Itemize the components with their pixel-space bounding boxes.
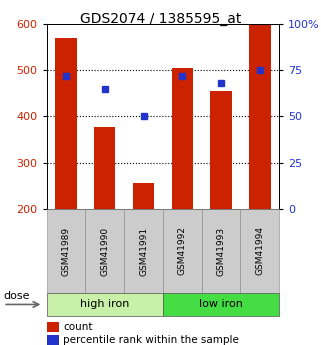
Text: GDS2074 / 1385595_at: GDS2074 / 1385595_at [80,12,241,26]
Bar [55,38,77,209]
Text: GSM41994: GSM41994 [256,226,265,276]
Bar [133,183,154,209]
Text: GSM41991: GSM41991 [139,226,148,276]
Text: GSM41992: GSM41992 [178,226,187,276]
Text: GSM41990: GSM41990 [100,226,109,276]
Text: GSM41989: GSM41989 [61,226,70,276]
Text: count: count [63,322,93,332]
Text: percentile rank within the sample: percentile rank within the sample [63,335,239,345]
Text: low iron: low iron [199,299,243,309]
Bar [249,24,271,209]
Text: dose: dose [3,291,30,301]
Bar [94,127,115,209]
Text: high iron: high iron [80,299,129,309]
Bar [211,91,232,209]
Text: GSM41993: GSM41993 [217,226,226,276]
Bar [172,68,193,209]
